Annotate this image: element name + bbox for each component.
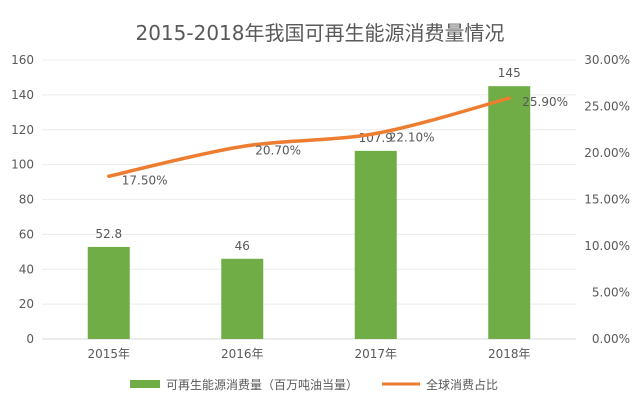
left-tick-label: 40 — [19, 262, 34, 276]
x-axis: 2015年 2016年 2017年 2018年 — [87, 347, 530, 361]
right-tick-label: 30.00% — [584, 53, 630, 67]
right-tick-label: 0.00% — [592, 332, 630, 346]
right-tick-label: 20.00% — [584, 146, 630, 160]
right-tick-label: 25.00% — [584, 100, 630, 114]
left-tick-label: 140 — [11, 88, 34, 102]
line-data-label: 17.50% — [122, 173, 168, 187]
line-data-label: 22.10% — [389, 130, 435, 144]
bar — [87, 246, 130, 339]
x-tick-label: 2018年 — [488, 347, 531, 361]
bar — [221, 258, 264, 339]
left-tick-label: 120 — [11, 123, 34, 137]
right-tick-label: 5.00% — [592, 286, 630, 300]
line-path — [107, 96, 511, 178]
legend: 可再生能源消费量（百万吨油当量） 全球消费占比 — [130, 377, 498, 392]
bar-data-label: 46 — [235, 239, 250, 253]
left-tick-label: 160 — [11, 53, 34, 67]
left-tick-label: 60 — [19, 227, 34, 241]
x-tick-label: 2015年 — [87, 347, 130, 361]
right-axis: 0.00% 5.00% 10.00% 15.00% 20.00% 25.00% 30.00% — [584, 53, 630, 346]
bar-data-label: 145 — [498, 66, 521, 80]
left-tick-label: 0 — [26, 332, 34, 346]
line-data-label: 25.90% — [522, 95, 568, 109]
right-tick-label: 10.00% — [584, 239, 630, 253]
bar-data-label: 52.8 — [95, 227, 122, 241]
legend-label-bar: 可再生能源消费量（百万吨油当量） — [166, 378, 358, 392]
chart-title: 2015-2018年我国可再生能源消费量情况 — [135, 21, 504, 45]
bar — [488, 86, 531, 339]
legend-label-line: 全球消费占比 — [426, 377, 498, 392]
line-data-label: 20.70% — [255, 143, 301, 157]
left-tick-label: 80 — [19, 193, 34, 207]
x-tick-label: 2016年 — [221, 347, 264, 361]
legend-swatch-bar — [130, 380, 160, 388]
bar — [354, 150, 397, 339]
line-series: 17.50% 20.70% 22.10% 25.90% — [107, 95, 568, 187]
left-tick-label: 100 — [11, 158, 34, 172]
right-tick-label: 15.00% — [584, 193, 630, 207]
gridlines — [42, 59, 576, 340]
left-axis: 0 20 40 60 80 100 120 140 160 — [11, 53, 34, 346]
x-tick-label: 2017年 — [354, 347, 397, 361]
left-tick-label: 20 — [19, 297, 34, 311]
